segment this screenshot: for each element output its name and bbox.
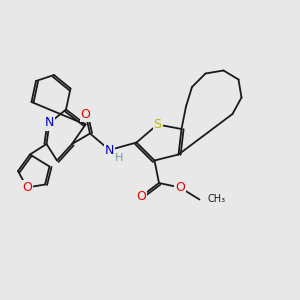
Text: N: N [105,143,114,157]
Text: N: N [45,116,54,130]
Text: H: H [115,153,123,164]
Text: CH₃: CH₃ [208,194,226,205]
Text: O: O [136,190,146,203]
Text: O: O [81,107,90,121]
Text: O: O [22,181,32,194]
Text: S: S [154,118,161,131]
Text: O: O [175,181,185,194]
